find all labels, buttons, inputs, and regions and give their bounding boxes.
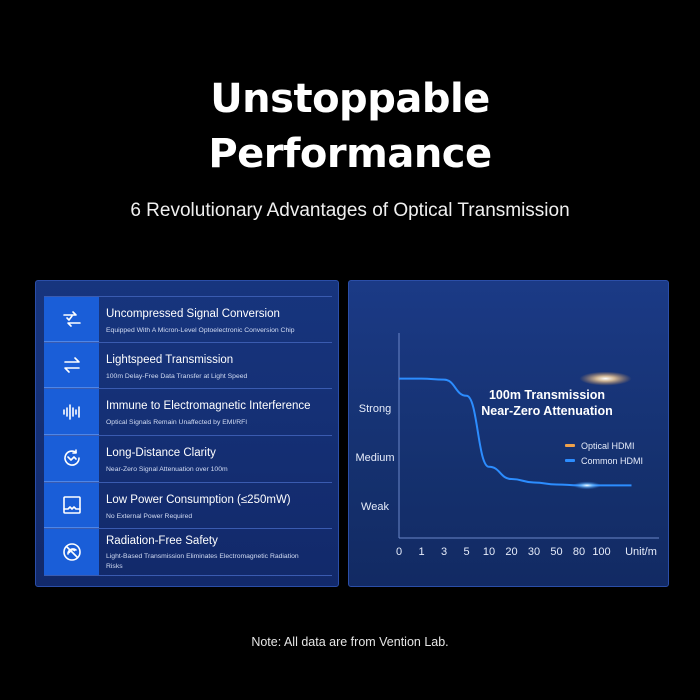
no-radiation-icon [44,529,99,576]
y-tick-label: Strong [359,403,391,415]
title-line-2: Performance [208,131,492,177]
feature-row: Uncompressed Signal Conversion Equipped … [44,296,332,343]
feature-title: Radiation-Free Safety [106,535,218,548]
feature-title: Lightspeed Transmission [106,353,234,366]
feature-row: Radiation-Free Safety Light-Based Transm… [44,529,332,577]
series-line-common [399,377,632,487]
feature-title: Long-Distance Clarity [106,447,216,460]
legend-label-common: Common HDMI [581,456,643,466]
x-tick-label: 10 [483,546,495,558]
feature-desc: Equipped With A Micron-Level Optoelectro… [106,327,295,334]
signal-conversion-icon [44,297,99,342]
chart-title-line-2: Near-Zero Attenuation [481,404,613,418]
chart-panel: 0 1 3 5 10 20 30 50 80 100 Unit/m Weak Medium Strong … [348,280,669,587]
y-tick-label: Medium [355,452,394,464]
title-line-1: Unstoppable [210,76,490,122]
low-power-icon [44,482,99,529]
legend-swatch-optical [565,444,575,447]
common-flare [573,481,601,490]
legend-swatch-common [565,459,575,462]
distance-check-icon [44,436,99,482]
x-tick-label: 3 [441,546,447,558]
x-tick-label: 80 [573,546,585,558]
feature-row: Immune to Electromagnetic Interference O… [44,389,332,437]
x-tick-label: 50 [550,546,562,558]
feature-title: Low Power Consumption (≤250mW) [106,493,291,506]
legend: Optical HDMI Common HDMI [565,441,643,466]
features-panel: Uncompressed Signal Conversion Equipped … [35,280,339,587]
waveform-icon [44,389,99,436]
feature-row: Lightspeed Transmission 100m Delay-Free … [44,342,332,390]
y-tick-label: Weak [361,501,389,513]
feature-desc: Light-Based Transmission Eliminates Elec… [106,553,299,570]
chart-title-line-1: 100m Transmission [489,388,605,402]
feature-desc: No External Power Required [106,512,193,520]
x-unit-label: Unit/m [625,546,657,558]
x-tick-label: 5 [463,546,469,558]
x-tick-label: 0 [396,546,402,558]
feature-desc: Near-Zero Signal Attenuation over 100m [106,466,228,474]
x-tick-label: 20 [505,546,517,558]
page-subtitle: 6 Revolutionary Advantages of Optical Tr… [130,200,570,221]
feature-desc: 100m Delay-Free Data Transfer at Light S… [106,372,248,380]
page-title: Unstoppable Performance [0,72,700,182]
x-tick-label: 100 [592,546,610,558]
footnote: Note: All data are from Vention Lab. [251,635,449,649]
feature-title: Immune to Electromagnetic Interference [106,400,311,413]
bidirectional-arrows-icon [44,342,99,389]
feature-title: Uncompressed Signal Conversion [106,308,280,320]
feature-row: Low Power Consumption (≤250mW) No Extern… [44,482,332,530]
optical-flare [579,371,632,386]
legend-label-optical: Optical HDMI [581,441,635,451]
feature-row: Long-Distance Clarity Near-Zero Signal A… [44,436,332,483]
feature-desc: Optical Signals Remain Unaffected by EMI… [106,419,248,427]
attenuation-chart: 0 1 3 5 10 20 30 50 80 100 Unit/mWeakMediumStrong … [355,333,659,558]
x-tick-label: 1 [418,546,424,558]
x-tick-label: 30 [528,546,540,558]
